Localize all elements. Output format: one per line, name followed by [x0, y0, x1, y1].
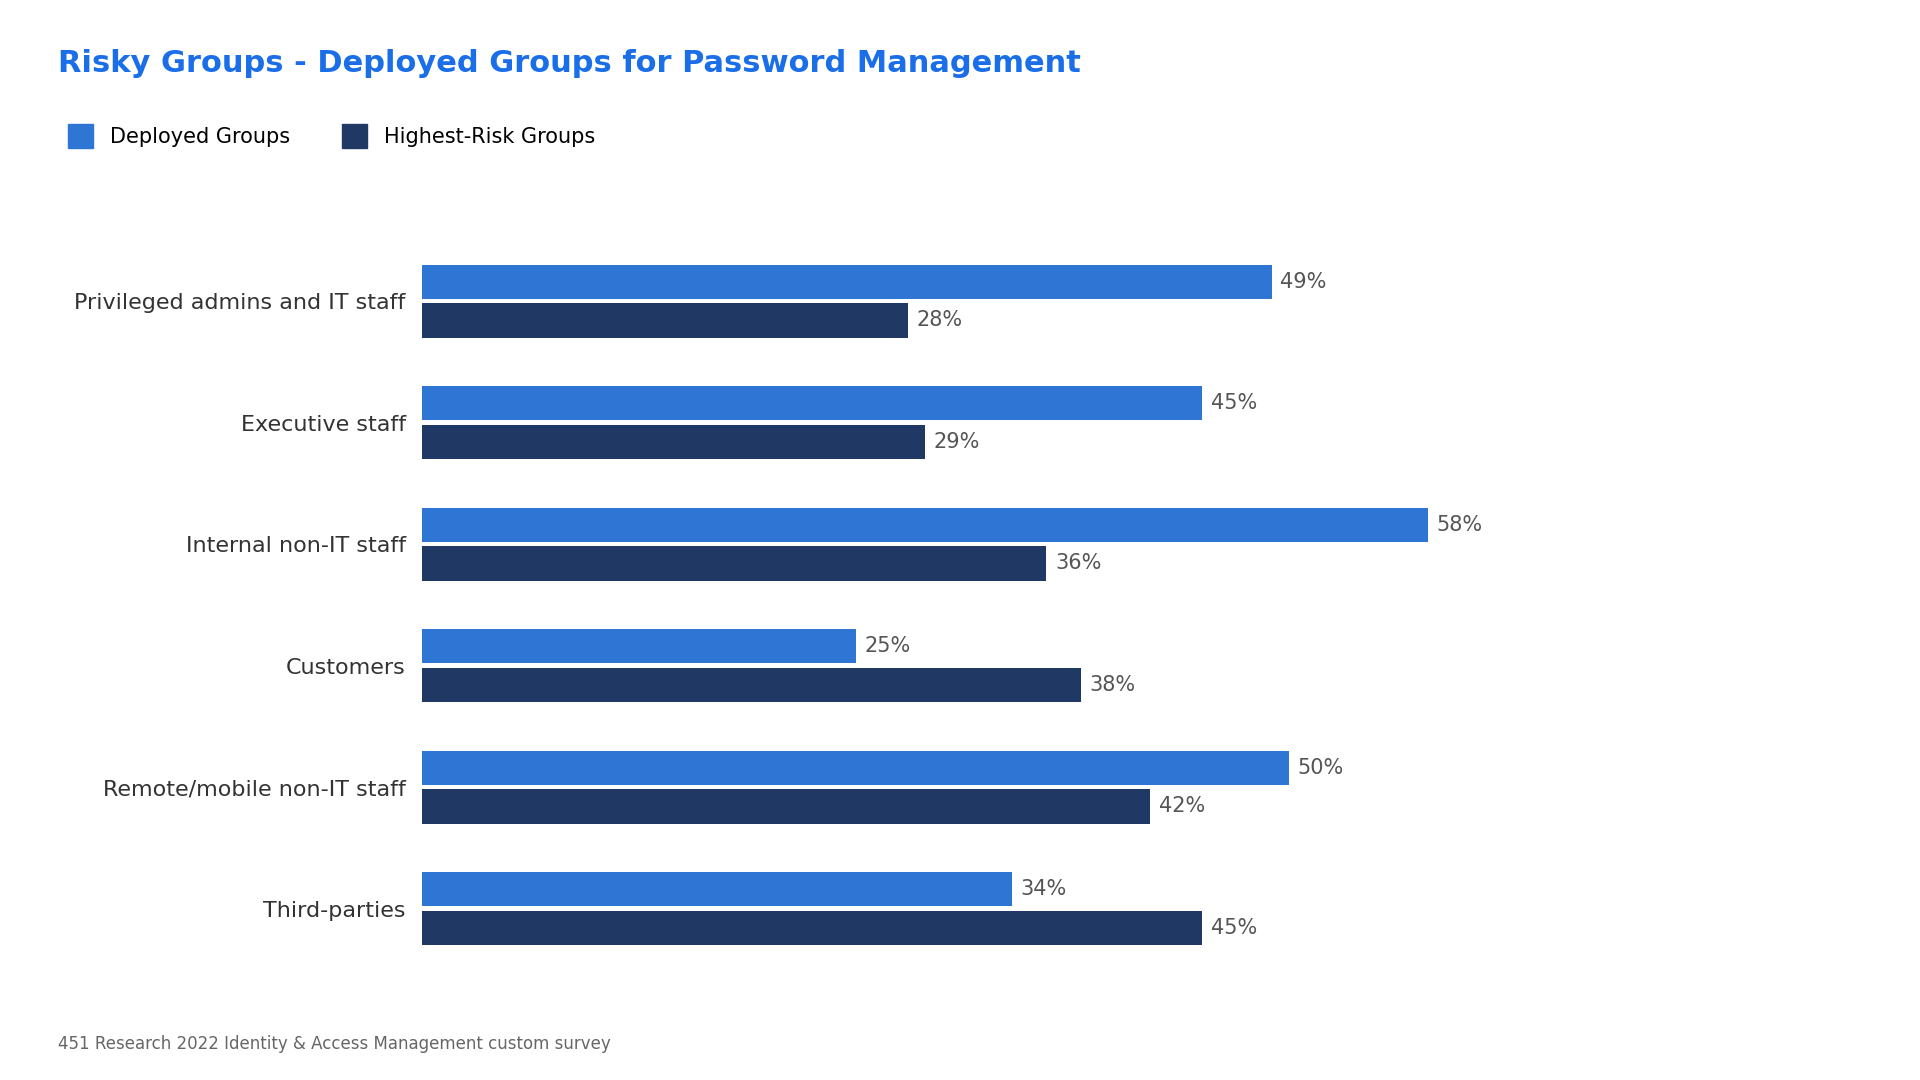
Text: 45%: 45% — [1212, 918, 1258, 939]
Bar — [422, 667, 1081, 702]
Text: 451 Research 2022 Identity & Access Management custom survey: 451 Research 2022 Identity & Access Mana… — [58, 1035, 611, 1053]
Text: Risky Groups - Deployed Groups for Password Management: Risky Groups - Deployed Groups for Passw… — [58, 49, 1081, 78]
Bar — [422, 303, 908, 338]
Text: 50%: 50% — [1298, 757, 1344, 778]
Text: 38%: 38% — [1091, 675, 1137, 696]
Bar — [422, 387, 1202, 420]
Bar — [422, 265, 1271, 299]
Bar — [422, 629, 856, 663]
Text: 28%: 28% — [916, 310, 962, 330]
Text: 58%: 58% — [1436, 514, 1482, 535]
Bar — [422, 426, 925, 459]
Bar — [422, 789, 1150, 823]
Bar — [422, 873, 1012, 906]
Legend: Deployed Groups, Highest-Risk Groups: Deployed Groups, Highest-Risk Groups — [67, 124, 595, 148]
Text: 45%: 45% — [1212, 393, 1258, 414]
Text: 36%: 36% — [1056, 553, 1102, 573]
Text: 29%: 29% — [933, 432, 979, 453]
Bar — [422, 508, 1428, 542]
Bar — [422, 912, 1202, 945]
Text: 25%: 25% — [864, 636, 910, 657]
Bar — [422, 751, 1288, 784]
Bar — [422, 546, 1046, 581]
Text: 34%: 34% — [1020, 879, 1068, 900]
Text: 49%: 49% — [1281, 271, 1327, 292]
Text: 42%: 42% — [1160, 796, 1206, 816]
